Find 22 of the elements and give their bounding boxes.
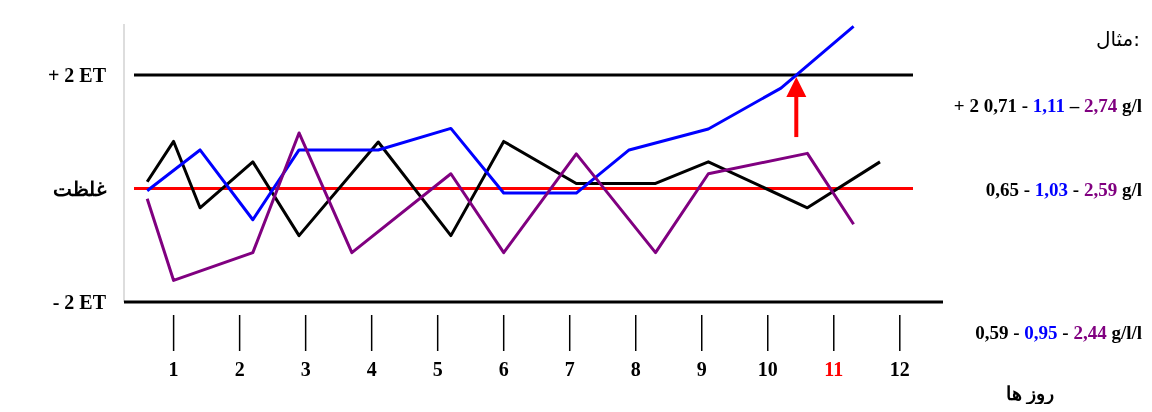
x-tick-label: 4 [366,358,377,380]
line-series [145,139,882,238]
x-tick-label: 10 [757,358,778,380]
x-tick-label: 3 [300,358,311,380]
x-tick-label: 11 [824,358,844,380]
x-tick-label: 5 [432,358,443,380]
line-series [145,24,856,222]
line-series [145,131,856,282]
text: 0,65 - 1,03 - 2,59 g/l [985,178,1142,200]
x-tick-label: 2 [234,358,245,380]
y-tick-label: - 2 ET [52,291,107,313]
x-tick-label: 9 [696,358,707,380]
text: مثال: [1095,27,1140,51]
x-tick-label: 8 [630,358,641,380]
x-tick-label: 6 [498,358,509,380]
x-tick-label: 12 [889,358,910,380]
x-tick-label: 7 [564,358,575,380]
text: 0,59 - 0,95 - 2,44 g/l/l [975,321,1142,343]
y-tick-label: غلظت [53,177,107,200]
text: + 2 0,71 - 1,11 – 2,74 g/l [953,94,1142,116]
x-tick-label: 1 [168,358,179,380]
y-tick-label: + 2 ET [47,64,107,87]
